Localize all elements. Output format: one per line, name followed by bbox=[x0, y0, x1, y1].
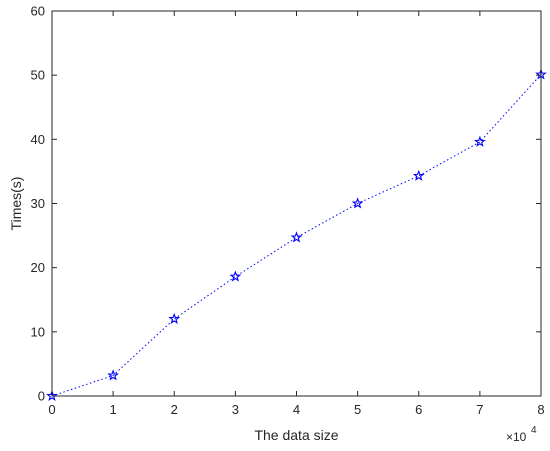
x-tick-label: 7 bbox=[476, 402, 483, 417]
data-point-star bbox=[107, 369, 120, 381]
x-tick-label: 2 bbox=[171, 402, 178, 417]
y-axis-label: Times(s) bbox=[8, 177, 24, 231]
data-point-star bbox=[168, 312, 181, 325]
series-line bbox=[51, 74, 542, 397]
data-point-star bbox=[229, 270, 242, 282]
y-tick-label: 50 bbox=[31, 68, 45, 83]
x-multiplier-base: ×10 bbox=[506, 430, 527, 444]
x-axis-label: The data size bbox=[254, 427, 338, 443]
x-tick-label: 4 bbox=[293, 402, 300, 417]
x-tick-label: 0 bbox=[48, 402, 55, 417]
series-layer bbox=[46, 68, 547, 402]
x-tick-label: 6 bbox=[415, 402, 422, 417]
x-tick-label: 8 bbox=[537, 402, 544, 417]
data-point-star bbox=[290, 231, 303, 243]
data-point-star bbox=[46, 389, 58, 402]
x-tick-label: 1 bbox=[110, 402, 117, 417]
y-tick-label: 20 bbox=[31, 260, 45, 275]
y-tick-label: 10 bbox=[31, 324, 45, 339]
y-tick-label: 60 bbox=[31, 4, 45, 19]
y-tick-label: 0 bbox=[38, 389, 45, 404]
x-tick-label: 5 bbox=[354, 402, 361, 417]
data-point-star bbox=[473, 135, 486, 147]
x-tick-label: 3 bbox=[232, 402, 239, 417]
y-tick-label: 40 bbox=[31, 132, 45, 147]
x-multiplier-exponent: 4 bbox=[531, 425, 537, 436]
data-point-star bbox=[351, 197, 364, 209]
y-tick-label: 30 bbox=[31, 196, 45, 211]
plot-area bbox=[52, 11, 541, 396]
ticks-layer: 0 1 2 3 4 5 6 7 8 0 10 20 30 40 50 60 bbox=[31, 4, 545, 418]
data-point-star bbox=[412, 169, 425, 181]
